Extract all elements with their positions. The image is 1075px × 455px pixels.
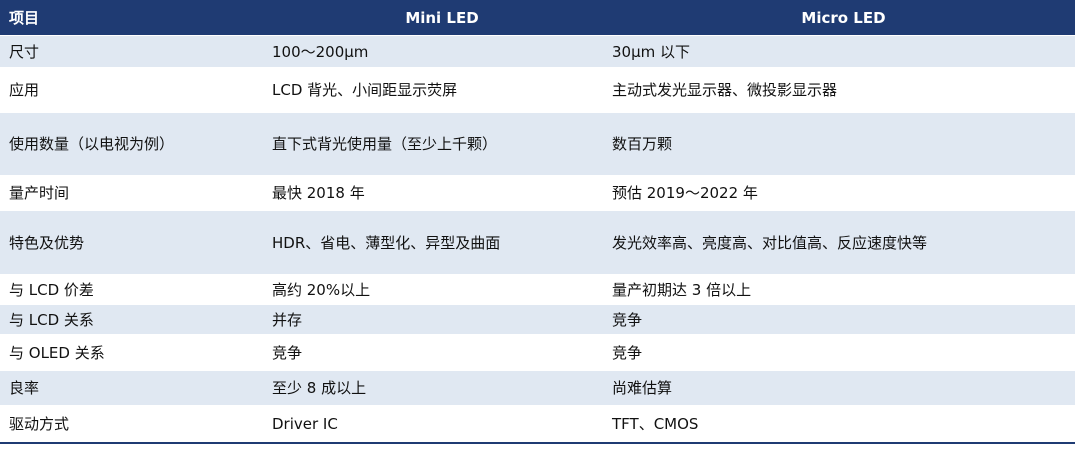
micro-led-value: 竞争 — [612, 310, 643, 329]
mini-led-value: Driver IC — [272, 415, 338, 433]
micro-led-value: 主动式发光显示器、微投影显示器 — [612, 81, 838, 99]
header-item: 项目 — [9, 9, 40, 27]
table-row: 特色及优势 HDR、省电、薄型化、异型及曲面 发光效率高、亮度高、对比值高、反应… — [0, 211, 1075, 275]
table-row: 与 LCD 价差 高约 20%以上 量产初期达 3 倍以上 — [0, 275, 1075, 305]
row-label: 特色及优势 — [9, 233, 85, 252]
micro-led-value: 预估 2019～2022 年 — [612, 184, 758, 202]
table-row: 尺寸 100～200μm 30μm 以下 — [0, 36, 1075, 68]
table-row: 应用 LCD 背光、小间距显示荧屏 主动式发光显示器、微投影显示器 — [0, 68, 1075, 113]
mini-led-value: 并存 — [272, 310, 303, 329]
micro-led-value: 数百万颗 — [612, 135, 673, 153]
table-row: 良率 至少 8 成以上 尚难估算 — [0, 371, 1075, 406]
row-label: 应用 — [9, 81, 40, 99]
micro-led-value: 发光效率高、亮度高、对比值高、反应速度快等 — [612, 233, 928, 252]
table-row: 与 LCD 关系 并存 竞争 — [0, 305, 1075, 335]
row-label: 驱动方式 — [9, 415, 70, 433]
row-label: 尺寸 — [9, 42, 40, 61]
mini-led-value: 至少 8 成以上 — [272, 379, 367, 397]
row-label: 使用数量（以电视为例） — [9, 135, 175, 153]
mini-led-value: 直下式背光使用量（至少上千颗） — [272, 135, 498, 153]
micro-led-value: 竞争 — [612, 343, 643, 362]
micro-led-value: TFT、CMOS — [612, 415, 699, 433]
micro-led-value: 量产初期达 3 倍以上 — [612, 280, 752, 299]
row-label: 良率 — [9, 379, 40, 397]
row-label: 与 OLED 关系 — [9, 343, 105, 362]
row-label: 量产时间 — [9, 184, 70, 202]
header-micro-led: Micro LED — [801, 9, 886, 27]
table-header-row: 项目 Mini LED Micro LED — [0, 0, 1075, 36]
header-mini-led: Mini LED — [405, 9, 479, 27]
table-row: 与 OLED 关系 竞争 竞争 — [0, 335, 1075, 371]
mini-led-value: HDR、省电、薄型化、异型及曲面 — [272, 233, 501, 252]
table-row: 使用数量（以电视为例） 直下式背光使用量（至少上千颗） 数百万颗 — [0, 113, 1075, 176]
mini-led-value: 100～200μm — [272, 42, 369, 61]
row-label: 与 LCD 关系 — [9, 310, 94, 329]
mini-led-value: 竞争 — [272, 343, 303, 362]
mini-led-value: 高约 20%以上 — [272, 280, 371, 299]
micro-led-value: 30μm 以下 — [612, 42, 691, 61]
mini-led-value: LCD 背光、小间距显示荧屏 — [272, 81, 458, 99]
mini-led-value: 最快 2018 年 — [272, 184, 365, 202]
table-row: 量产时间 最快 2018 年 预估 2019～2022 年 — [0, 176, 1075, 211]
row-label: 与 LCD 价差 — [9, 280, 94, 299]
table-row: 驱动方式 Driver IC TFT、CMOS — [0, 406, 1075, 444]
micro-led-value: 尚难估算 — [612, 379, 673, 397]
